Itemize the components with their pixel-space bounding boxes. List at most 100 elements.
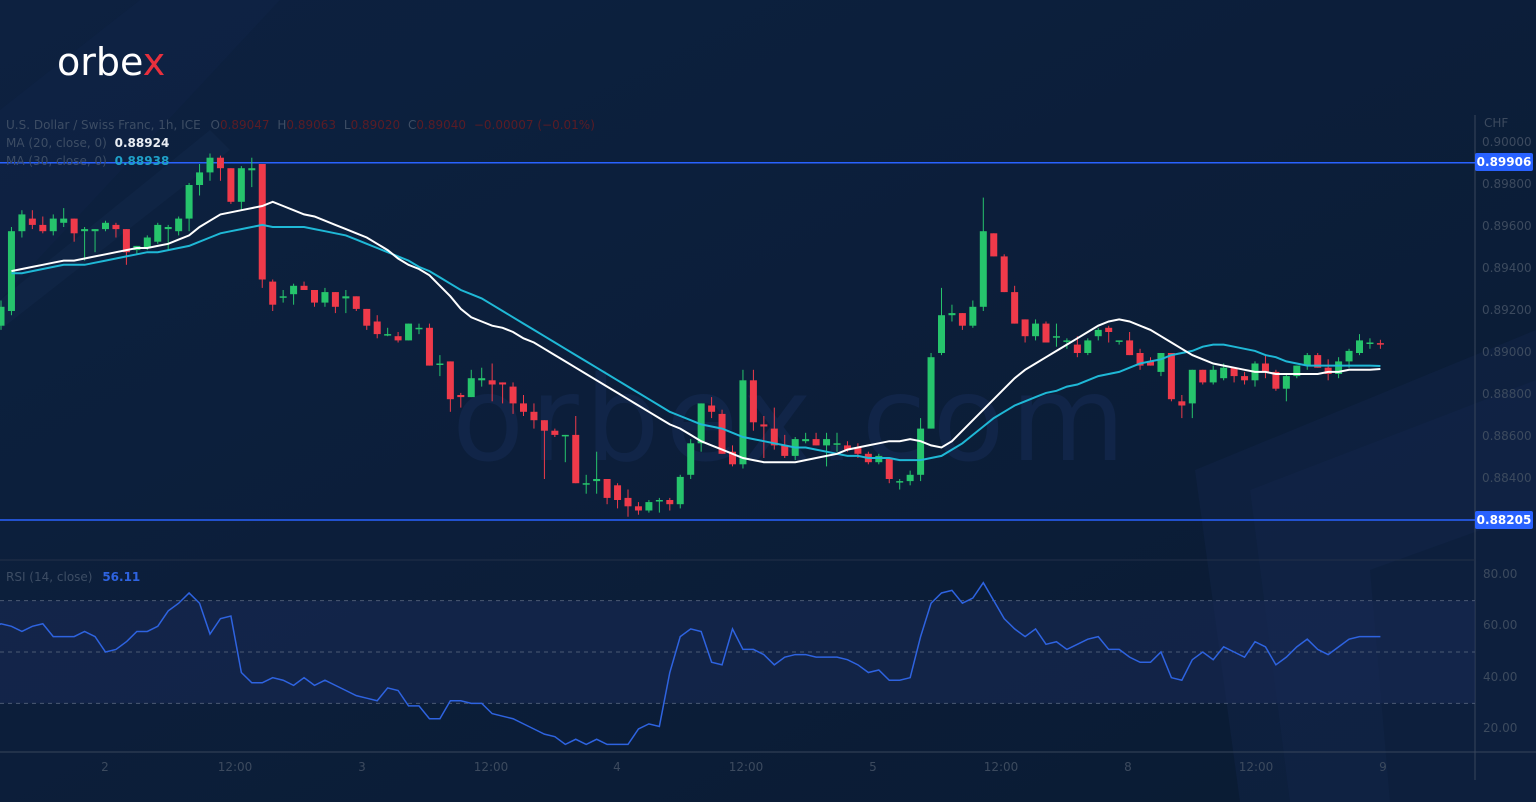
- candle-body: [342, 296, 350, 299]
- candle-body: [666, 500, 674, 505]
- candle-body: [906, 474, 914, 482]
- price-tick: 0.90000: [1482, 135, 1532, 149]
- candle-body: [49, 218, 57, 232]
- high-value: 0.89063: [286, 118, 337, 132]
- candle-body: [81, 229, 89, 232]
- candle-body: [60, 218, 68, 223]
- candle-body: [1314, 355, 1322, 368]
- rsi-legend[interactable]: RSI (14, close) 56.11: [6, 570, 141, 584]
- open-value: 0.89047: [219, 118, 270, 132]
- candle-body: [781, 445, 789, 456]
- candle-body: [1094, 329, 1102, 337]
- candle-body: [1021, 319, 1029, 337]
- candle-body: [154, 224, 162, 242]
- candle-body: [917, 428, 925, 475]
- candle-body: [802, 439, 810, 442]
- time-tick: 4: [613, 760, 621, 774]
- rsi-tick: 60.00: [1483, 618, 1518, 633]
- candle-body: [488, 380, 496, 385]
- candle-body: [582, 483, 590, 485]
- candle-body: [185, 185, 193, 219]
- candle-body: [749, 380, 757, 423]
- candle-body: [499, 382, 507, 385]
- candle-body: [1167, 353, 1175, 400]
- ma20-value: 0.88924: [114, 136, 170, 150]
- candle-body: [1188, 369, 1196, 404]
- candle-body: [467, 378, 475, 398]
- candle-body: [958, 313, 966, 326]
- rsi-line: [0, 581, 1381, 746]
- rsi-tick: 40.00: [1483, 669, 1518, 684]
- candle-body: [1209, 369, 1217, 383]
- candle-body: [331, 292, 339, 307]
- price-tick: 0.89600: [1482, 219, 1532, 233]
- candle-body: [1157, 353, 1165, 372]
- candle-body: [1199, 369, 1207, 383]
- price-tick: 0.89000: [1482, 345, 1532, 359]
- candle-body: [405, 323, 413, 341]
- candle-body: [572, 434, 580, 484]
- rsi-value: 56.11: [102, 570, 141, 584]
- candle-body: [854, 447, 862, 454]
- candle-body: [938, 315, 945, 353]
- candle-body: [729, 451, 736, 465]
- candle-body: [1063, 340, 1071, 342]
- candle-body: [1084, 340, 1092, 353]
- candle-body: [760, 424, 768, 427]
- candle-body: [1376, 343, 1384, 345]
- candle-body: [237, 168, 245, 202]
- candle-body: [624, 497, 632, 507]
- ma30-legend[interactable]: MA (30, close, 0) 0.88938: [6, 154, 170, 168]
- candle-body: [425, 327, 433, 366]
- candle-body: [18, 214, 26, 232]
- candle-body: [1147, 361, 1154, 366]
- time-tick: 3: [358, 760, 366, 774]
- low-value: 0.89020: [350, 118, 401, 132]
- candle-body: [969, 306, 977, 326]
- candle-body: [896, 481, 904, 483]
- candle-body: [843, 445, 851, 450]
- ma30-line: [11, 223, 1381, 462]
- candle-body: [1366, 342, 1374, 344]
- candle-body: [1230, 367, 1238, 377]
- candle-body: [718, 413, 726, 454]
- candle-body: [196, 172, 204, 185]
- currency-label: CHF: [1484, 116, 1509, 130]
- candle-body: [1011, 292, 1019, 324]
- candle-body: [687, 443, 695, 475]
- time-tick: 12:00: [983, 760, 1019, 774]
- candle-body: [979, 231, 987, 307]
- candle-body: [1073, 344, 1081, 353]
- candle-body: [614, 485, 622, 500]
- candle-body: [352, 296, 360, 309]
- candle-body: [1178, 401, 1186, 406]
- close-value: 0.89040: [416, 118, 467, 132]
- candle-body: [540, 420, 548, 431]
- candle-body: [394, 336, 402, 341]
- change-value: −0.00007 (−0.01%): [473, 118, 595, 132]
- candle-body: [770, 428, 778, 446]
- time-tick: 12:00: [217, 760, 253, 774]
- resistance-price-tag: 0.89906: [1475, 153, 1533, 171]
- candle-body: [216, 157, 224, 169]
- price-tick: 0.89800: [1482, 177, 1532, 191]
- candle-body: [509, 386, 517, 404]
- time-tick: 12:00: [473, 760, 509, 774]
- candle-body: [279, 296, 287, 298]
- symbol-title: U.S. Dollar / Swiss Franc, 1h, ICE: [6, 118, 201, 132]
- price-tick: 0.88800: [1482, 387, 1532, 401]
- ma20-legend[interactable]: MA (20, close, 0) 0.88924: [6, 136, 170, 150]
- candle-body: [1042, 323, 1050, 343]
- rsi-tick: 20.00: [1483, 721, 1518, 735]
- candle-body: [676, 476, 684, 505]
- candle-body: [1115, 340, 1123, 342]
- candle-body: [248, 168, 256, 171]
- candle-body: [1032, 323, 1040, 337]
- candle-body: [1282, 376, 1290, 389]
- time-tick: 12:00: [1238, 760, 1274, 774]
- time-tick: 9: [1379, 760, 1387, 774]
- price-tick: 0.89200: [1482, 303, 1532, 317]
- candle-body: [164, 227, 172, 230]
- candle-body: [593, 479, 601, 482]
